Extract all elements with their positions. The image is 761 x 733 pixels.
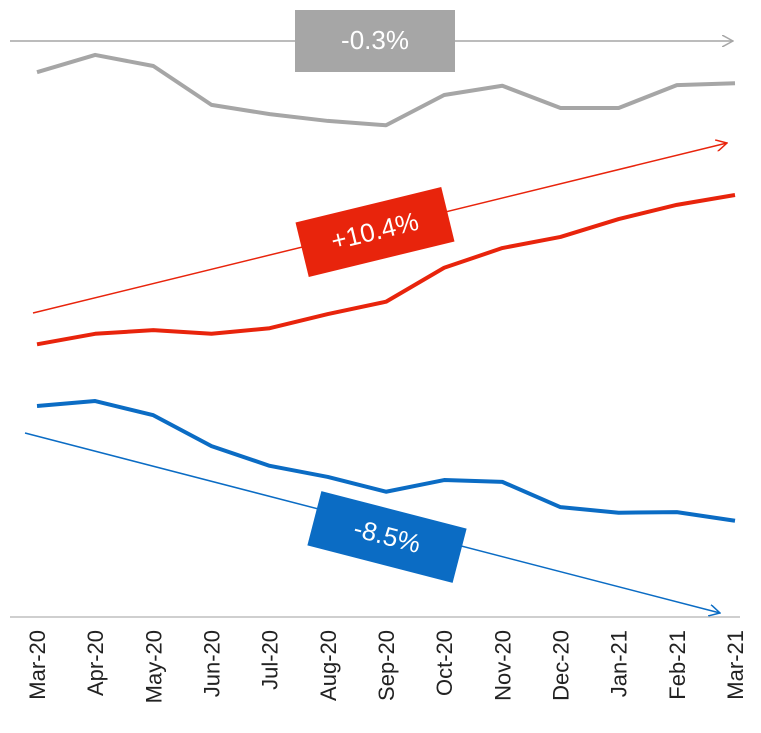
x-tick-label: Jul-20 bbox=[258, 630, 283, 690]
annotation-box bbox=[295, 187, 455, 277]
x-tick-label: Nov-20 bbox=[490, 630, 515, 701]
x-tick-label: Mar-21 bbox=[723, 630, 748, 700]
x-tick-label: Mar-20 bbox=[25, 630, 50, 700]
series-line bbox=[36, 52, 736, 128]
x-tick-label: Dec-20 bbox=[549, 630, 574, 701]
x-tick-label: May-20 bbox=[141, 630, 166, 703]
x-tick-label: Jun-20 bbox=[200, 630, 225, 697]
annotation-text: -0.3% bbox=[341, 25, 409, 55]
annotation-box bbox=[307, 491, 467, 583]
x-tick-label: Feb-21 bbox=[665, 630, 690, 700]
x-tick-label: Oct-20 bbox=[432, 630, 457, 696]
x-tick-label: Aug-20 bbox=[316, 630, 341, 701]
annotation: -0.3% bbox=[295, 10, 455, 72]
annotation: +10.4% bbox=[295, 187, 455, 277]
series-line bbox=[36, 399, 736, 523]
annotation-box bbox=[295, 10, 455, 72]
series-line bbox=[36, 193, 736, 347]
annotation: -8.5% bbox=[307, 491, 467, 583]
x-tick-label: Sep-20 bbox=[374, 630, 399, 701]
x-tick-label: Jan-21 bbox=[607, 630, 632, 697]
x-tick-label: Apr-20 bbox=[83, 630, 108, 696]
